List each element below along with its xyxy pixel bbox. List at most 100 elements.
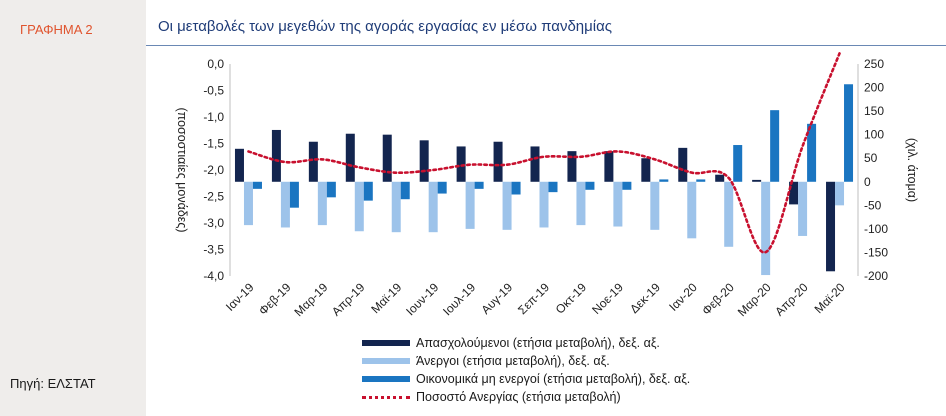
legend-item-unemployed: Άνεργοι (ετήσια μεταβολή), δεξ. αξ.: [362, 352, 690, 370]
legend-label-unemployed: Άνεργοι (ετήσια μεταβολή), δεξ. αξ.: [416, 354, 610, 368]
bar-employed: [604, 151, 614, 182]
figure-label: ΓΡΑΦΗΜΑ 2: [20, 22, 93, 37]
bar-employed: [826, 181, 836, 272]
bar-unemployed: [317, 181, 327, 226]
bar-inactive: [289, 181, 299, 208]
left-axis-title: (ποσοστιαίες μονάδες): [175, 107, 189, 232]
bar-unemployed: [243, 181, 253, 226]
right-tick-label: 250: [864, 57, 884, 71]
chart-title: Οι μεταβολές των μεγεθών της αγοράς εργα…: [158, 18, 613, 35]
bar-employed: [641, 158, 651, 182]
unemployment-rate-line: [247, 52, 841, 254]
left-tick-label: -4,0: [203, 269, 224, 283]
bar-inactive: [474, 181, 484, 189]
bar-employed: [530, 146, 540, 182]
bar-unemployed: [835, 181, 845, 206]
bar-inactive: [437, 181, 447, 194]
legend-item-inactive: Οικονομικά μη ενεργοί (ετήσια μεταβολή),…: [362, 370, 690, 388]
bar-employed: [382, 134, 392, 182]
bar-unemployed: [391, 181, 401, 233]
right-tick-label: 200: [864, 81, 884, 95]
bar-inactive: [696, 179, 706, 182]
bar-unemployed: [280, 181, 290, 228]
right-tick-label: 0: [864, 175, 871, 189]
bar-unemployed: [354, 181, 364, 232]
legend-item-unemployment-rate: Ποσοστό Ανεργίας (ετήσια μεταβολή): [362, 388, 690, 406]
bar-employed: [234, 148, 244, 182]
category-label: Φεβ-20: [699, 280, 737, 318]
title-rule: [146, 45, 946, 46]
category-label: Ιαν-19: [223, 280, 257, 314]
category-label: Απρ-19: [329, 280, 368, 319]
legend-label-inactive: Οικονομικά μη ενεργοί (ετήσια μεταβολή),…: [416, 372, 691, 386]
left-tick-label: -1,0: [203, 110, 224, 124]
bar-employed: [715, 174, 725, 182]
legend-item-employed: Απασχολούμενοι (ετήσια μεταβολή), δεξ. α…: [362, 334, 690, 352]
left-panel: ΓΡΑΦΗΜΑ 2 Πηγή: ΕΛΣΤΑΤ: [0, 0, 140, 416]
category-label: Μαρ-20: [735, 280, 774, 319]
right-tick-label: -100: [864, 222, 888, 236]
bar-employed: [345, 133, 355, 182]
category-label: Ιουν-19: [403, 280, 441, 318]
legend-swatch-unemployed: [362, 358, 410, 364]
legend-swatch-inactive: [362, 376, 410, 382]
bar-inactive: [252, 181, 262, 189]
bar-inactive: [807, 123, 817, 182]
right-tick-label: 100: [864, 128, 884, 142]
left-tick-label: -0,5: [203, 84, 224, 98]
chart-panel: Οι μεταβολές των μεγεθών της αγοράς εργα…: [146, 0, 946, 416]
right-tick-label: -150: [864, 245, 888, 259]
category-label: Απρ-20: [772, 280, 811, 319]
legend-label-employed: Απασχολούμενοι (ετήσια μεταβολή), δεξ. α…: [416, 336, 660, 350]
bar-unemployed: [687, 181, 697, 239]
category-label: Δεκ-19: [627, 280, 663, 316]
category-label: Μαρ-19: [292, 280, 331, 319]
bar-unemployed: [613, 181, 623, 227]
category-label: Οκτ-19: [553, 280, 590, 317]
bar-unemployed: [724, 181, 734, 247]
category-label: Αυγ-19: [478, 280, 515, 317]
left-tick-label: -3,0: [203, 216, 224, 230]
bar-unemployed: [576, 181, 586, 226]
bar-unemployed: [539, 181, 549, 228]
bar-unemployed: [798, 181, 808, 236]
bar-employed: [271, 129, 281, 182]
source-note: Πηγή: ΕΛΣΤΑΤ: [10, 376, 96, 391]
bar-inactive: [659, 179, 669, 182]
bar-employed: [678, 147, 688, 182]
bar-employed: [789, 181, 799, 205]
legend-label-unemployment-rate: Ποσοστό Ανεργίας (ετήσια μεταβολή): [416, 390, 621, 404]
category-label: Νοε-19: [589, 280, 626, 317]
bar-unemployed: [428, 181, 438, 233]
right-tick-label: -200: [864, 269, 888, 283]
bar-unemployed: [502, 181, 512, 230]
bar-inactive: [770, 110, 780, 182]
bar-unemployed: [761, 181, 771, 276]
bar-inactive: [585, 181, 595, 190]
bar-employed: [419, 140, 429, 182]
category-label: Μαϊ-19: [368, 280, 404, 316]
left-tick-label: 0,0: [207, 57, 224, 71]
bar-inactive: [511, 181, 521, 195]
right-tick-label: 150: [864, 104, 884, 118]
bar-unemployed: [650, 181, 660, 230]
legend-swatch-unemployment-rate: [362, 395, 410, 399]
category-label: Μαϊ-20: [812, 280, 848, 316]
right-tick-label: 50: [864, 151, 878, 165]
bar-employed: [308, 141, 318, 182]
bar-inactive: [400, 181, 410, 200]
bar-employed: [752, 179, 762, 182]
bar-inactive: [733, 145, 743, 182]
bar-employed: [493, 141, 503, 182]
bar-employed: [456, 146, 466, 182]
right-axis-title: (χιλ. άτομα): [905, 138, 919, 202]
left-tick-label: -2,5: [203, 190, 224, 204]
bar-inactive: [326, 181, 336, 198]
left-tick-label: -2,0: [203, 163, 224, 177]
category-label: Ιαν-20: [666, 280, 700, 314]
legend-swatch-employed: [362, 340, 410, 346]
category-label: Φεβ-19: [256, 280, 294, 318]
left-tick-label: -1,5: [203, 137, 224, 151]
chart-svg: 0,0 -0,5 -1,0 -1,5 -2,0 -2,5 -3,0 -3,5 -4,0 250 20…: [175, 52, 919, 319]
right-tick-label: -50: [864, 198, 882, 212]
